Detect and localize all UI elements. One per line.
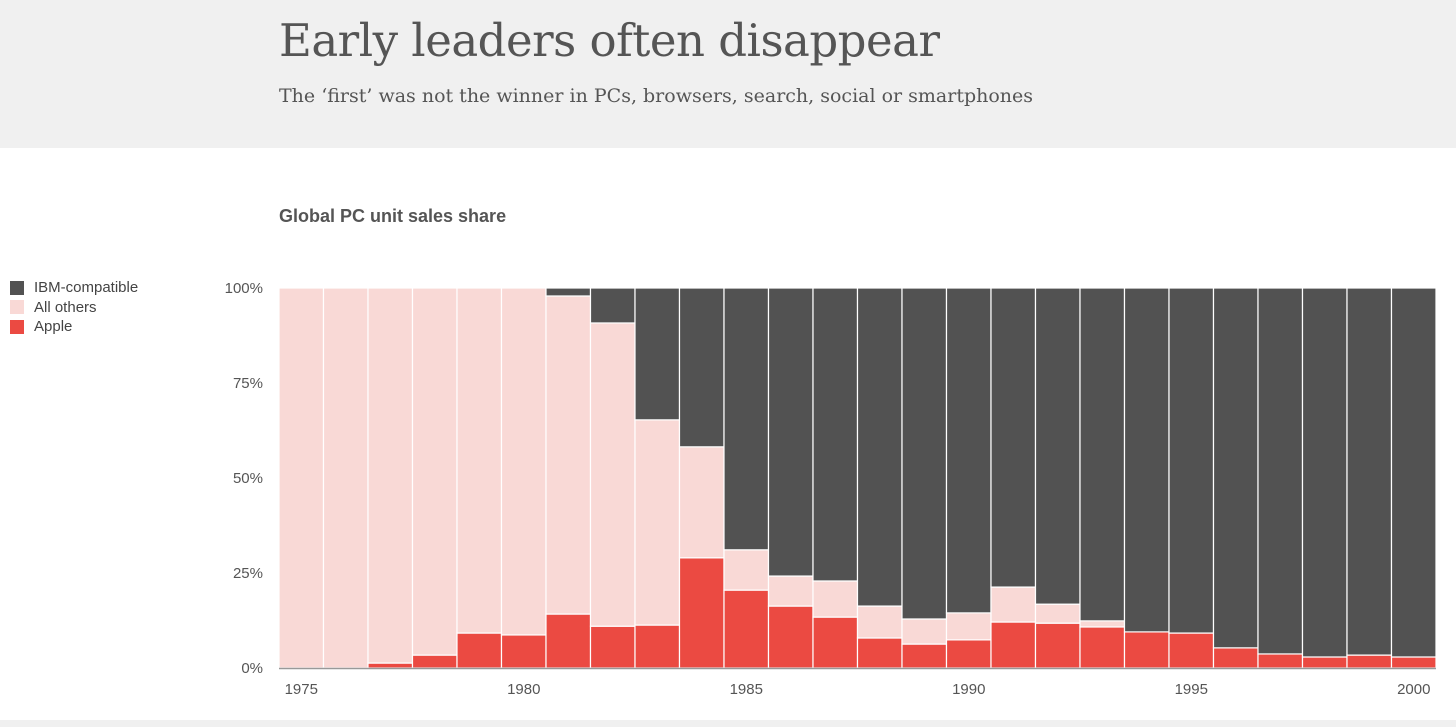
y-tick-label: 0% [241, 660, 263, 677]
bar-segment-all-others-1985 [723, 549, 770, 591]
bar-segment-apple-1983 [634, 624, 681, 669]
bar-segment-ibm-compatible-1990 [945, 287, 992, 614]
bar-segment-all-others-1983 [634, 419, 681, 626]
legend-item-others: All others [10, 298, 138, 318]
bar-segment-all-others-1992 [1034, 603, 1081, 624]
x-tick-label: 1995 [1175, 681, 1208, 698]
bar-segment-all-others-1982 [589, 322, 636, 627]
bar-segment-ibm-compatible-1981 [545, 287, 592, 297]
bar-segment-all-others-1986 [767, 575, 814, 607]
bar-segment-apple-1992 [1034, 622, 1081, 669]
legend-label: IBM-compatible [34, 279, 139, 297]
bar-segment-apple-1994 [1123, 631, 1170, 669]
bar-segment-all-others-1984 [678, 446, 725, 559]
bar-segment-all-others-1978 [411, 287, 458, 656]
x-tick-label: 1990 [952, 681, 985, 698]
legend-label: All others [34, 298, 97, 316]
bar-segment-all-others-1976 [322, 287, 369, 669]
bar-segment-apple-1990 [945, 639, 992, 669]
bar-segment-all-others-1977 [367, 287, 414, 664]
bar-segment-apple-1979 [456, 632, 503, 669]
bar-segment-apple-1981 [545, 613, 592, 669]
bar-segment-apple-1993 [1079, 626, 1126, 669]
legend: IBM-compatible All others Apple [10, 278, 138, 337]
bar-segment-all-others-1990 [945, 612, 992, 641]
bar-segment-ibm-compatible-1996 [1212, 287, 1259, 649]
chart-title: Global PC unit sales share [279, 206, 507, 226]
bar-segment-ibm-compatible-1989 [901, 287, 948, 620]
bar-segment-apple-1988 [856, 637, 903, 669]
bar-segment-ibm-compatible-1994 [1123, 287, 1170, 633]
bar-segment-ibm-compatible-1983 [634, 287, 681, 421]
bar-segment-apple-1991 [990, 621, 1037, 669]
bar-segment-apple-1978 [411, 654, 458, 669]
bar-segment-all-others-1975 [278, 287, 325, 669]
bar-segment-all-others-1980 [500, 287, 547, 636]
bar-segment-ibm-compatible-1992 [1034, 287, 1081, 605]
bar-segment-all-others-1988 [856, 605, 903, 639]
bar-segment-ibm-compatible-1993 [1079, 287, 1126, 622]
bar-segment-apple-1996 [1212, 647, 1259, 669]
bar-segment-apple-1997 [1257, 653, 1304, 669]
bar-segment-apple-1995 [1168, 632, 1215, 669]
x-tick-label: 2000 [1397, 681, 1430, 698]
y-tick-label: 75% [233, 375, 263, 392]
legend-swatch [10, 319, 24, 334]
bar-segment-apple-1985 [723, 589, 770, 669]
bar-segment-apple-1977 [367, 662, 414, 669]
bar-segment-ibm-compatible-1997 [1257, 287, 1304, 655]
x-tick-label: 1975 [285, 681, 318, 698]
bar-segment-ibm-compatible-1987 [812, 287, 859, 582]
bar-segment-ibm-compatible-1991 [990, 287, 1037, 588]
bar-segment-apple-1982 [589, 625, 636, 669]
bar-segment-all-others-1991 [990, 586, 1037, 623]
y-tick-label: 100% [225, 280, 263, 297]
bar-segment-ibm-compatible-1982 [589, 287, 636, 324]
legend-swatch [10, 280, 24, 295]
bar-segment-apple-2000 [1390, 656, 1437, 669]
bar-segment-ibm-compatible-1988 [856, 287, 903, 607]
bar-segment-ibm-compatible-1984 [678, 287, 725, 448]
bar-segment-ibm-compatible-2000 [1390, 287, 1437, 658]
x-tick-label: 1980 [507, 681, 540, 698]
bar-segment-all-others-1989 [901, 618, 948, 645]
bar-segment-apple-1984 [678, 557, 725, 669]
legend-item-ibm: IBM-compatible [10, 278, 138, 298]
bar-segment-ibm-compatible-1995 [1168, 287, 1215, 634]
page-title: Early leaders often disappear [279, 14, 940, 67]
bar-segment-all-others-1979 [456, 287, 503, 634]
bar-segment-ibm-compatible-1985 [723, 287, 770, 551]
bar-segment-apple-1986 [767, 605, 814, 669]
bar-segment-all-others-1981 [545, 295, 592, 615]
y-tick-label: 25% [233, 565, 263, 582]
bar-segment-apple-1989 [901, 643, 948, 669]
bar-segment-apple-1987 [812, 616, 859, 669]
legend-label: Apple [34, 318, 73, 336]
bar-segment-all-others-1993 [1079, 620, 1126, 628]
bar-segment-ibm-compatible-1986 [767, 287, 814, 577]
page-subtitle: The ‘first’ was not the winner in PCs, b… [279, 85, 1034, 107]
legend-item-apple: Apple [10, 317, 138, 337]
bar-segment-all-others-1987 [812, 580, 859, 618]
x-tick-label: 1985 [730, 681, 763, 698]
y-tick-label: 50% [233, 470, 263, 487]
legend-swatch [10, 300, 24, 315]
bar-segment-apple-1998 [1301, 656, 1348, 669]
bar-segment-apple-1980 [500, 634, 547, 669]
bar-segment-ibm-compatible-1998 [1301, 287, 1348, 658]
header: Early leaders often disappear The ‘first… [0, 0, 1456, 148]
footer-strip [0, 720, 1456, 727]
bar-segment-ibm-compatible-1999 [1346, 287, 1393, 656]
bar-segment-apple-1999 [1346, 654, 1393, 669]
